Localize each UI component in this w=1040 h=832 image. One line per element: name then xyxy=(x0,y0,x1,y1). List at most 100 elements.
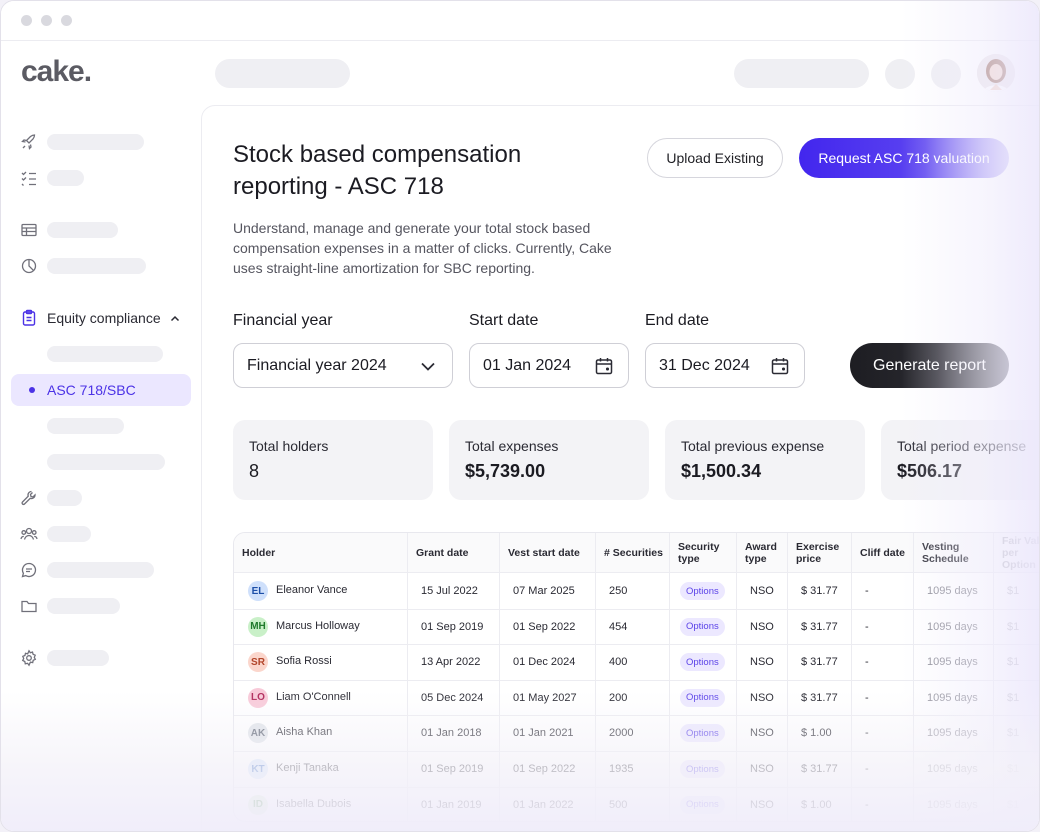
sidebar-item-equity-compliance[interactable]: Equity compliance xyxy=(47,310,161,326)
holder-name[interactable]: Kenji Tanaka xyxy=(276,762,339,774)
holder-name[interactable]: Sofia Rossi xyxy=(276,655,332,668)
start-date-label: Start date xyxy=(469,312,539,329)
cell-vest: 01 Jan 2021 xyxy=(513,727,574,740)
column-header-securities[interactable]: # Securities xyxy=(596,533,670,573)
wrench-icon[interactable] xyxy=(20,489,38,507)
holder-avatar: ID xyxy=(248,794,268,815)
chat-icon[interactable] xyxy=(20,561,38,579)
notification-placeholder[interactable] xyxy=(885,59,915,89)
calendar-icon[interactable] xyxy=(770,356,790,376)
nav-placeholder-6[interactable] xyxy=(47,526,91,542)
generate-report-button[interactable]: Generate report xyxy=(850,343,1009,388)
start-date-value: 01 Jan 2024 xyxy=(483,356,572,374)
column-header-exercise-price[interactable]: Exercise price xyxy=(788,533,852,573)
cell-price: $ 1.00 xyxy=(801,798,832,811)
holder-name[interactable]: Isabella Dubois xyxy=(276,797,352,810)
table-row[interactable] xyxy=(234,715,1039,751)
nav-placeholder-4[interactable] xyxy=(47,258,146,274)
nav-subitem-placeholder-2[interactable] xyxy=(47,418,124,434)
nav-placeholder-2[interactable] xyxy=(47,170,84,186)
nav-placeholder-1[interactable] xyxy=(47,134,144,150)
nav-placeholder-9[interactable] xyxy=(47,650,109,666)
rocket-icon[interactable] xyxy=(20,133,38,151)
gear-icon[interactable] xyxy=(20,649,38,667)
cell-securities: 250 xyxy=(609,585,628,597)
column-header-vesting-schedule[interactable]: Vesting Schedule xyxy=(914,533,994,573)
column-header-grant-date[interactable]: Grant date xyxy=(408,533,500,573)
window-close-dot[interactable] xyxy=(21,15,32,26)
holder-name[interactable]: Liam O'Connell xyxy=(276,690,351,703)
sidebar-item-asc-718[interactable] xyxy=(11,374,191,406)
column-header-vest-start-date[interactable]: Vest start date xyxy=(500,533,596,573)
cell-price: $ 31.77 xyxy=(801,691,838,704)
cell-schedule: 1095 days xyxy=(927,798,978,811)
clipboard-icon[interactable] xyxy=(20,309,38,327)
header-divider xyxy=(234,572,1039,573)
table-row[interactable] xyxy=(234,644,1039,680)
column-header-holder[interactable]: Holder xyxy=(234,533,408,573)
cell-vest: 01 Jan 2022 xyxy=(513,798,574,811)
cake-logo[interactable]: cake. xyxy=(21,55,92,88)
help-placeholder[interactable] xyxy=(931,59,961,89)
calendar-icon[interactable] xyxy=(594,356,614,376)
security-type-badge: Options xyxy=(680,617,725,636)
nav-subitem-placeholder-3[interactable] xyxy=(47,454,165,470)
stat-card-total-period-expense: Total period expense $506.17 xyxy=(881,420,1039,500)
window-maximize-dot[interactable] xyxy=(61,15,72,26)
cell-securities: 1935 xyxy=(609,763,634,775)
upload-existing-button[interactable]: Upload Existing xyxy=(647,138,783,178)
table-icon[interactable] xyxy=(20,221,38,239)
holder-name[interactable]: Marcus Holloway xyxy=(276,619,360,632)
start-date-input[interactable]: 01 Jan 2024 xyxy=(469,343,629,388)
financial-year-value: Financial year 2024 xyxy=(247,356,387,374)
cell-vest: 01 Sep 2022 xyxy=(513,620,576,633)
stat-label: Total holders xyxy=(249,438,329,454)
cell-award: NSO xyxy=(750,620,774,633)
request-valuation-button[interactable]: Request ASC 718 valuation xyxy=(799,138,1009,178)
column-header-security-type[interactable]: Security type xyxy=(670,533,737,573)
nav-placeholder-5[interactable] xyxy=(47,490,82,506)
nav-placeholder-3[interactable] xyxy=(47,222,118,238)
chevron-up-icon[interactable] xyxy=(168,312,182,326)
column-header-award-type[interactable]: Award type xyxy=(737,533,788,573)
nav-placeholder-8[interactable] xyxy=(47,598,120,614)
stat-card-total-previous-expense: Total previous expense $1,500.34 xyxy=(665,420,865,500)
page-description: Understand, manage and generate your tot… xyxy=(233,220,612,276)
cell-vest: 01 Sep 2022 xyxy=(513,763,576,775)
user-avatar[interactable] xyxy=(977,54,1015,92)
stat-label: Total period expense xyxy=(897,438,1027,454)
column-header-fair-value[interactable]: Fair Value per Option xyxy=(994,533,1039,573)
window-minimize-dot[interactable] xyxy=(41,15,52,26)
cell-award: NSO xyxy=(750,656,774,669)
table-row[interactable] xyxy=(234,751,1039,787)
row-divider xyxy=(234,644,1039,646)
checklist-icon[interactable] xyxy=(20,169,38,187)
nav-subitem-placeholder-1[interactable] xyxy=(47,346,163,362)
cell-grant: 15 Jul 2022 xyxy=(421,585,478,597)
table-row[interactable] xyxy=(234,680,1039,716)
holder-avatar: EL xyxy=(248,581,268,601)
table-row[interactable] xyxy=(234,787,1039,821)
financial-year-select[interactable]: Financial year 2024 xyxy=(233,343,453,388)
column-header-cliff-date[interactable]: Cliff date xyxy=(852,533,914,573)
nav-placeholder-7[interactable] xyxy=(47,562,154,578)
holders-table: Holder Grant date Vest start date # Secu… xyxy=(233,532,1039,822)
cell-fair: $1 xyxy=(1007,691,1020,704)
holder-name[interactable]: Eleanor Vance xyxy=(276,584,348,596)
end-date-input[interactable]: 31 Dec 2024 xyxy=(645,343,805,388)
cell-fair: $1 xyxy=(1007,620,1020,633)
cell-fair: $1 xyxy=(1007,727,1020,740)
holder-name[interactable]: Aisha Khan xyxy=(276,726,333,739)
cell-cliff: - xyxy=(865,763,869,775)
cell-price: $ 31.77 xyxy=(801,763,838,775)
folder-icon[interactable] xyxy=(20,597,38,615)
cell-securities: 200 xyxy=(609,691,628,704)
people-icon[interactable] xyxy=(20,525,38,543)
security-type-badge: Options xyxy=(680,653,725,672)
cell-award: NSO xyxy=(750,798,774,811)
pie-chart-icon[interactable] xyxy=(20,257,38,275)
cell-vest: 01 Dec 2024 xyxy=(513,656,576,669)
cell-price: $ 31.77 xyxy=(801,585,838,597)
cell-schedule: 1095 days xyxy=(927,727,978,740)
table-row[interactable] xyxy=(234,573,1039,609)
